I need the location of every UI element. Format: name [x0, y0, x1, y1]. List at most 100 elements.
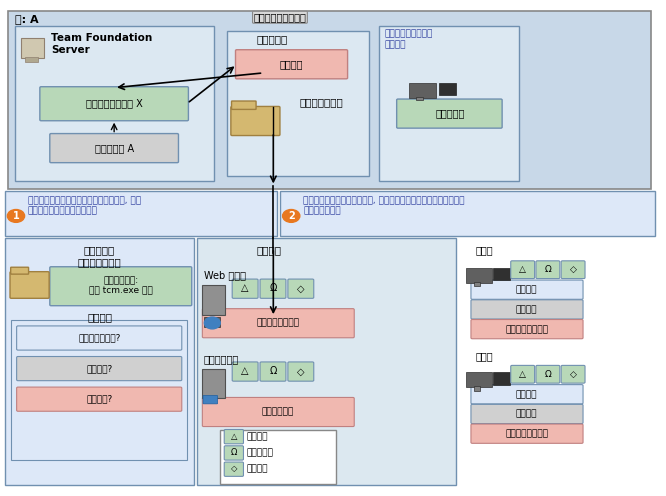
Text: Ω: Ω [545, 370, 551, 379]
Bar [197, 238, 456, 485]
Text: 客户端: 客户端 [476, 246, 494, 255]
Text: 收集数据?: 收集数据? [87, 394, 113, 403]
Text: 客户端: 客户端 [476, 352, 494, 362]
Text: 测试控制器负责管理
测试代理: 测试控制器负责管理 测试代理 [385, 29, 433, 49]
Text: 数据库服务器: 数据库服务器 [204, 354, 239, 364]
FancyBboxPatch shape [232, 279, 258, 298]
Circle shape [204, 317, 220, 329]
FancyBboxPatch shape [17, 357, 182, 380]
Bar [220, 430, 336, 484]
Text: 在何处运行测试?: 在何处运行测试? [79, 333, 121, 342]
Bar [5, 238, 194, 485]
FancyBboxPatch shape [17, 326, 182, 350]
Text: 域: A: 域: A [15, 14, 38, 24]
Bar [25, 57, 38, 62]
Text: △: △ [519, 370, 526, 379]
Text: 向团队项目集合注册: 向团队项目集合注册 [254, 12, 306, 22]
Bar [474, 282, 480, 287]
Text: △: △ [230, 432, 237, 441]
FancyBboxPatch shape [40, 87, 188, 121]
Text: Ω: Ω [269, 283, 276, 294]
Text: 收集测试影响数据: 收集测试影响数据 [505, 325, 548, 334]
Text: 生成控制器 A: 生成控制器 A [95, 143, 134, 153]
FancyBboxPatch shape [561, 261, 585, 279]
FancyBboxPatch shape [203, 395, 218, 404]
Bar [5, 191, 276, 236]
Text: 生成代理: 生成代理 [280, 59, 303, 69]
Text: ◇: ◇ [297, 283, 304, 294]
Text: 运行测试: 运行测试 [516, 390, 537, 399]
Text: 生成放置文件夹: 生成放置文件夹 [300, 98, 344, 108]
FancyBboxPatch shape [471, 280, 583, 299]
FancyBboxPatch shape [231, 107, 280, 135]
FancyBboxPatch shape [561, 366, 585, 383]
Text: Ω: Ω [230, 448, 237, 457]
FancyBboxPatch shape [224, 462, 244, 476]
FancyBboxPatch shape [11, 267, 29, 274]
Text: 网络仿真: 网络仿真 [516, 305, 537, 314]
Bar [15, 26, 214, 182]
FancyBboxPatch shape [471, 319, 583, 339]
FancyBboxPatch shape [50, 133, 178, 163]
FancyBboxPatch shape [17, 387, 182, 411]
Text: ◇: ◇ [569, 265, 577, 274]
Text: Ω: Ω [545, 265, 551, 274]
FancyBboxPatch shape [202, 397, 354, 427]
Bar [11, 319, 187, 460]
Text: 影响系统?: 影响系统? [87, 364, 113, 373]
FancyBboxPatch shape [397, 99, 502, 128]
Text: 团队项目集合公司 X: 团队项目集合公司 X [86, 99, 143, 109]
Text: 测试代理: 测试代理 [247, 432, 268, 441]
Text: 自动测试套件:
使用 tcm.exe 运行: 自动测试套件: 使用 tcm.exe 运行 [89, 276, 153, 296]
Text: △: △ [519, 265, 526, 274]
Bar [416, 97, 422, 100]
FancyBboxPatch shape [471, 300, 583, 319]
Text: 使用实验室模板和工作流功能, 从放置文件夹将应用程序部署到虚拟
环境中的计算机: 使用实验室模板和工作流功能, 从放置文件夹将应用程序部署到虚拟 环境中的计算机 [303, 196, 465, 216]
Text: 生成定义：
实验室默认模板: 生成定义： 实验室默认模板 [78, 246, 121, 267]
FancyBboxPatch shape [10, 272, 49, 298]
FancyBboxPatch shape [288, 362, 314, 381]
Text: △: △ [241, 283, 249, 294]
Text: 测试控制器: 测试控制器 [435, 108, 464, 119]
FancyBboxPatch shape [511, 261, 535, 279]
Bar [202, 369, 225, 398]
Text: 实验室代理: 实验室代理 [247, 448, 274, 457]
Circle shape [7, 209, 25, 222]
Text: 虚拟环境: 虚拟环境 [256, 246, 282, 255]
FancyBboxPatch shape [288, 279, 314, 298]
FancyBboxPatch shape [202, 309, 354, 338]
FancyBboxPatch shape [536, 261, 560, 279]
Bar [474, 386, 480, 391]
Text: ◇: ◇ [297, 367, 304, 376]
Text: 使用默认生成模板创建生成定义应用程序, 以便
在放置文件夹中生成应用程序: 使用默认生成模板创建生成定义应用程序, 以便 在放置文件夹中生成应用程序 [28, 196, 141, 216]
FancyBboxPatch shape [232, 101, 256, 110]
Bar [21, 38, 45, 58]
Bar [380, 26, 519, 182]
Text: ◇: ◇ [230, 464, 237, 474]
Text: 1: 1 [13, 211, 19, 221]
Bar [439, 83, 456, 95]
FancyBboxPatch shape [536, 366, 560, 383]
Text: Web 服务器: Web 服务器 [204, 270, 246, 280]
Bar [280, 191, 655, 236]
Text: △: △ [241, 367, 249, 376]
Bar [8, 11, 651, 189]
FancyBboxPatch shape [224, 446, 244, 460]
FancyBboxPatch shape [236, 50, 348, 79]
Text: 2: 2 [288, 211, 294, 221]
Text: 收集诊断跟踪信息: 收集诊断跟踪信息 [256, 318, 300, 327]
Bar [202, 285, 225, 314]
Bar [410, 83, 436, 98]
Text: 收集系统信息: 收集系统信息 [262, 407, 294, 416]
Text: Ω: Ω [269, 367, 276, 376]
Text: 收集测试影响数据: 收集测试影响数据 [505, 430, 548, 438]
Text: 网络仿真: 网络仿真 [516, 410, 537, 419]
Bar [494, 372, 510, 384]
FancyBboxPatch shape [232, 362, 258, 381]
Bar [466, 268, 492, 283]
Text: 运行测试: 运行测试 [516, 285, 537, 295]
Bar [466, 372, 492, 387]
Text: 生成代理: 生成代理 [247, 464, 268, 474]
FancyBboxPatch shape [471, 424, 583, 443]
Bar [494, 268, 510, 280]
